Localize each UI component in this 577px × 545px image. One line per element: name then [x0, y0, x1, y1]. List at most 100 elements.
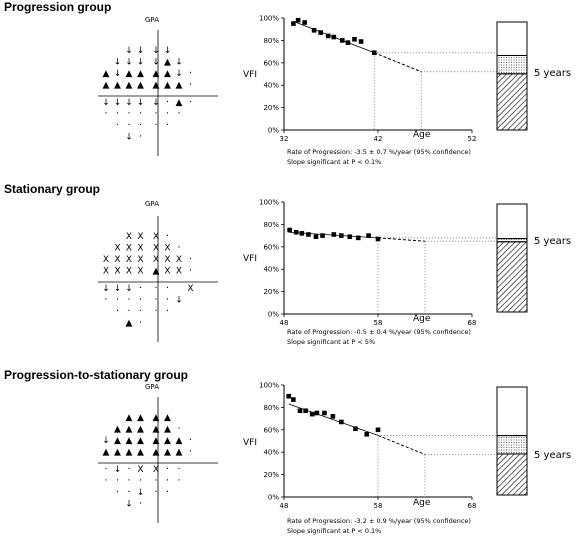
y-tick-label: 60% [263, 243, 279, 251]
gpa-arrow: ↓ [175, 58, 183, 68]
gpa-label: GPA [145, 16, 159, 24]
gpa-triangle: ▲ [137, 436, 144, 446]
projection-bar [496, 386, 528, 496]
gpa-triangle: ▲ [164, 81, 171, 91]
y-tick-label: 100% [259, 15, 279, 23]
data-point [293, 229, 299, 235]
gpa-x: X [187, 284, 193, 294]
gpa-triangle: ▲ [137, 69, 144, 79]
y-tick-label: 0% [268, 311, 279, 319]
gpa-arrow: ↓ [137, 46, 145, 56]
projection-line [377, 434, 426, 455]
data-point [311, 28, 317, 33]
gpa-triangle: ▲ [137, 81, 144, 91]
projection-line [374, 52, 422, 73]
gpa-dot: · [139, 499, 142, 510]
rate-text: Rate of Progression: -3.2 ± 0.9 %/year (… [287, 517, 471, 525]
gpa-triangle: ▲ [103, 69, 110, 79]
gpa-triangle: ▲ [153, 81, 160, 91]
gpa-dot: · [139, 295, 142, 306]
gpa-triangle: ▲ [153, 267, 160, 277]
y-tick-label: 80% [263, 221, 279, 229]
gpa-arrow: ↓ [125, 98, 133, 108]
gpa-arrow: ↓ [175, 69, 183, 79]
gpa-dot: · [116, 306, 119, 317]
data-point [306, 232, 311, 237]
gpa-dot: · [139, 476, 142, 487]
gpa-arrow: ↓ [125, 500, 133, 510]
data-point [314, 410, 320, 416]
y-tick-label: 40% [263, 266, 279, 274]
gpa-triangle: ▲ [153, 413, 160, 423]
gpa-label: GPA [145, 383, 159, 391]
gpa-dot: · [189, 80, 192, 91]
gpa-triangle: ▲ [126, 413, 133, 423]
vfi-chart: 0% 20% 40% 60% 80% 100% 32 42 52 [259, 15, 500, 143]
gpa-dot: · [127, 109, 130, 120]
projected-loss-segment [496, 435, 528, 455]
gpa-arrow: ↓ [125, 133, 133, 143]
gpa-triangle: ▲ [164, 413, 171, 423]
y-tick-label: 20% [263, 104, 279, 112]
gpa-x: X [137, 255, 143, 265]
gpa-label: GPA [145, 200, 159, 208]
gpa-dot: · [104, 464, 107, 475]
gpa-x: X [153, 232, 159, 242]
gpa-x: X [103, 267, 109, 277]
gpa-triangle: ▲ [126, 448, 133, 458]
data-point [366, 233, 371, 238]
gpa-dot: · [104, 476, 107, 487]
gpa-arrow: ↓ [152, 98, 160, 108]
gpa-dot: · [166, 283, 169, 294]
gpa-dot: · [166, 120, 169, 131]
data-point [331, 232, 337, 237]
gpa-arrow: ↓ [114, 465, 122, 475]
data-point [299, 231, 305, 236]
projection-line [377, 237, 426, 242]
gpa-arrow: ↓ [125, 284, 133, 294]
data-point [287, 227, 292, 233]
gpa-dot: · [154, 306, 157, 317]
gpa-triangle: ▲ [137, 448, 144, 458]
gpa-x: X [176, 255, 182, 265]
gpa-dot: · [127, 295, 130, 306]
gpa-dot: · [166, 476, 169, 487]
gpa-triangle: ▲ [176, 98, 183, 108]
projected-loss-segment [496, 54, 528, 75]
gpa-triangle: ▲ [126, 319, 133, 329]
gpa-triangle: ▲ [126, 81, 133, 91]
significance-text: Slope significant at P < 0.1% [287, 527, 382, 535]
gpa-dot: · [166, 464, 169, 475]
gpa-dot: · [116, 476, 119, 487]
gpa-plot: ▲ ▲ ▲ ▲▲ ▲ ▲ ▲ ▲ ·↓ ▲ ▲ ▲ ▲ ▲ ▲ ·▲ ▲ ▲ ▲ ▲ ▲ ▲ ·· ↓ · X X · ·· · · · · · ·… [98, 397, 218, 523]
data-point [295, 17, 301, 23]
gpa-dot: · [139, 132, 142, 143]
y-tick-label: 0% [268, 127, 279, 135]
y-tick-label: 100% [259, 199, 279, 207]
y-tick-label: 60% [263, 426, 279, 434]
y-tick-label: 80% [263, 404, 279, 412]
gpa-arrow: ↓ [137, 488, 145, 498]
x-tick-label: 58 [374, 502, 383, 510]
gpa-triangle: ▲ [114, 448, 121, 458]
y-tick-label: 80% [263, 37, 279, 45]
gpa-dot: · [189, 266, 192, 277]
remaining-segment [496, 386, 528, 437]
data-point [302, 20, 307, 25]
gpa-x: X [176, 267, 182, 277]
x-axis-label: Age [413, 498, 431, 508]
gpa-dot: · [166, 295, 169, 306]
x-tick-label: 48 [280, 319, 289, 327]
data-point [339, 419, 344, 425]
x-tick-label: 68 [468, 319, 477, 327]
gpa-dot: · [127, 476, 130, 487]
gpa-arrow: ↓ [114, 58, 122, 68]
gpa-x: X [137, 267, 143, 277]
years-label: 5 years [534, 450, 572, 461]
y-axis-label: VFI [243, 438, 257, 448]
gpa-triangle: ▲ [164, 425, 171, 435]
gpa-triangle: ▲ [153, 448, 160, 458]
gpa-dot: · [116, 109, 119, 120]
years-label: 5 years [534, 68, 572, 79]
data-point [325, 33, 331, 39]
